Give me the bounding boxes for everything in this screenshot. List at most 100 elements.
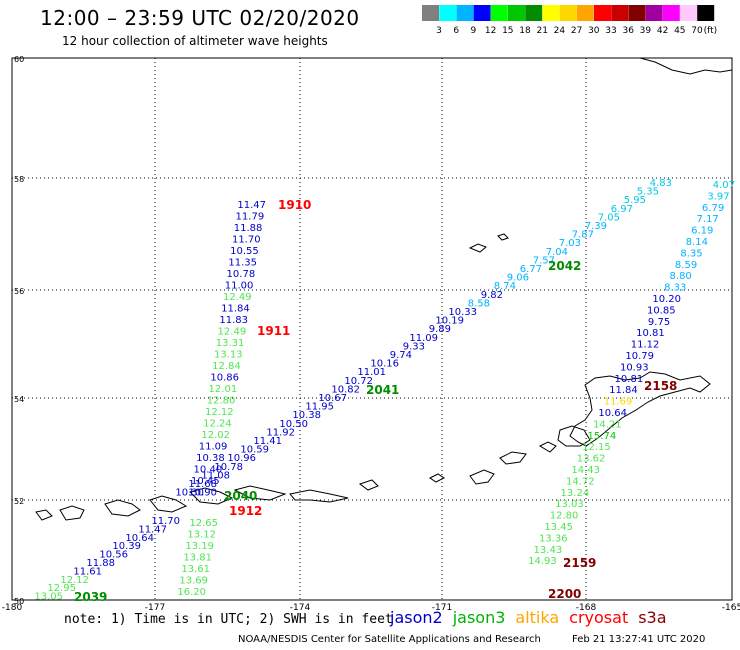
wave-height-value: 8.58 — [468, 298, 490, 309]
wave-height-value: 6.77 — [520, 264, 542, 275]
coastline — [469, 469, 495, 485]
mission-jason3: jason3 — [452, 608, 506, 627]
mission-legend: jason2 jason3 altika cryosat s3a — [390, 608, 677, 627]
wave-height-value: 4.07 — [713, 180, 735, 191]
coastline — [358, 479, 379, 491]
wave-height-value: 12.12 — [205, 407, 234, 418]
wave-height-value: 11.00 — [225, 281, 254, 292]
lat-tick-label: 58 — [14, 175, 24, 184]
wave-height-value: 12.49 — [218, 327, 247, 338]
wave-height-value: 14.93 — [528, 556, 557, 567]
wave-height-value: 10.38 — [196, 453, 225, 464]
legend-swatch — [662, 5, 680, 21]
legend-swatch — [559, 5, 577, 21]
wave-height-value: 10.90 — [188, 488, 217, 499]
legend-label: 27 — [571, 26, 582, 36]
coastline — [538, 441, 557, 453]
wave-height-value: 9.89 — [429, 324, 451, 335]
wave-height-value: 8.35 — [680, 248, 702, 259]
legend-swatch — [611, 5, 629, 21]
wave-height-value: 13.36 — [539, 533, 568, 544]
legend-swatch — [473, 5, 491, 21]
coastline — [557, 425, 591, 447]
coastline — [468, 243, 487, 253]
wave-height-value: 10.45 — [191, 476, 220, 487]
wave-height-value: 10.59 — [240, 445, 269, 456]
wave-height-value: 11.01 — [357, 367, 386, 378]
coastline — [497, 233, 509, 241]
wave-height-value: 10.38 — [292, 410, 321, 421]
wave-height-value: 7.17 — [697, 214, 719, 225]
wave-height-value: 10.55 — [230, 246, 259, 257]
wave-height-value: 12.95 — [47, 583, 76, 594]
lon-tick-label: -174 — [290, 603, 311, 613]
wave-height-value: 12.15 — [582, 442, 611, 453]
lat-tick-label: 60 — [14, 55, 24, 64]
wave-height-value: 10.79 — [625, 351, 654, 362]
wave-height-value: 12.24 — [203, 419, 232, 430]
wave-height-value: 14.21 — [593, 419, 622, 430]
wave-height-value: 8.74 — [494, 281, 516, 292]
coastline — [639, 57, 733, 75]
wave-height-value: 11.69 — [604, 397, 633, 408]
wave-height-value: 11.41 — [253, 436, 282, 447]
wave-height-value: 14.72 — [566, 476, 595, 487]
wave-height-value: 11.12 — [631, 340, 660, 351]
wave-height-value: 10.81 — [615, 374, 644, 385]
wave-height-value: 11.35 — [228, 258, 257, 269]
legend-label: 12 — [485, 26, 496, 36]
lat-tick-label: 52 — [14, 497, 24, 506]
wave-height-value: 10.39 — [112, 541, 141, 552]
wave-height-value: 15.74 — [588, 431, 617, 442]
pass-time-label: 1910 — [278, 198, 311, 212]
wave-height-value: 12.84 — [212, 361, 241, 372]
wave-height-value: 10.64 — [598, 408, 627, 419]
coastline — [429, 473, 445, 483]
wave-height-value: 13.62 — [577, 454, 606, 465]
lat-tick-label: 56 — [14, 287, 24, 296]
legend-swatch — [645, 5, 663, 21]
pass-time-label: 1911 — [257, 324, 290, 338]
wave-height-value: 6.79 — [702, 203, 724, 214]
legend-label: 3 — [436, 26, 442, 36]
legend-swatch — [508, 5, 525, 21]
legend-label: 45 — [674, 26, 685, 36]
wave-height-value: 10.33 — [448, 307, 477, 318]
wave-height-value: 10.64 — [125, 533, 154, 544]
wave-height-value: 10.81 — [636, 328, 665, 339]
legend-label: 6 — [453, 26, 459, 36]
map-title: 12:00 – 23:59 UTC 02/20/2020 — [40, 6, 360, 30]
wave-height-value: 13.43 — [534, 545, 563, 556]
wave-height-value: 8.80 — [670, 271, 692, 282]
wave-height-value: 12.02 — [201, 430, 230, 441]
wave-height-value: 11.47 — [237, 200, 266, 211]
wave-height-value: 10.30 — [175, 488, 204, 499]
legend-label: 36 — [622, 26, 634, 36]
wave-height-value: 5.95 — [624, 195, 646, 206]
coastline — [104, 499, 141, 517]
wave-height-value: 12.65 — [189, 518, 218, 529]
wave-height-value: 13.69 — [179, 576, 208, 587]
wave-height-value: 5.35 — [637, 187, 659, 198]
wave-height-value: 10.93 — [620, 362, 649, 373]
wave-height-value: 13.12 — [187, 530, 216, 541]
legend-swatch — [439, 5, 457, 21]
wave-height-value: 6.19 — [691, 226, 713, 237]
legend-label: 24 — [554, 26, 566, 36]
wave-height-value: 8.33 — [664, 283, 686, 294]
wave-height-value: 10.78 — [227, 269, 256, 280]
mission-s3a: s3a — [638, 608, 667, 627]
wave-height-value: 12.12 — [60, 575, 89, 586]
wave-height-value: 11.88 — [86, 558, 115, 569]
wave-height-value: 11.95 — [305, 402, 334, 413]
wave-height-value: 11.83 — [219, 315, 248, 326]
wave-height-value: 8.59 — [675, 260, 697, 271]
coastline — [149, 495, 188, 513]
wave-height-value: 11.09 — [199, 442, 228, 453]
wave-height-value: 11.09 — [409, 333, 438, 344]
legend-label: 33 — [605, 26, 616, 36]
legend-swatch — [542, 5, 560, 21]
lon-tick-label: -168 — [576, 603, 597, 613]
wave-height-value: 10.20 — [652, 294, 681, 305]
